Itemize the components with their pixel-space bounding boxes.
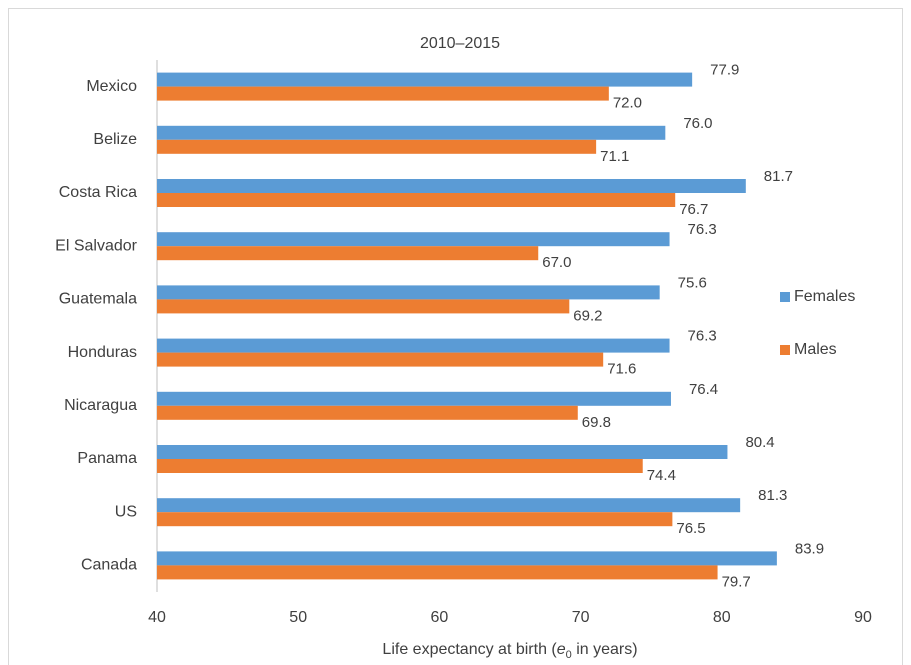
bar xyxy=(157,498,741,513)
legend-label: Males xyxy=(794,341,837,358)
y-tick-label: Mexico xyxy=(86,78,137,95)
data-label: 83.9 xyxy=(795,540,824,557)
x-tick-label: 40 xyxy=(148,609,166,626)
data-label: 76.4 xyxy=(689,381,718,398)
y-tick-label: Guatemala xyxy=(59,291,137,308)
bar xyxy=(157,125,666,140)
bar xyxy=(157,459,643,473)
bar xyxy=(157,405,578,420)
bar xyxy=(157,72,693,87)
data-label: 81.7 xyxy=(764,168,793,185)
bar xyxy=(157,246,539,261)
data-label: 69.2 xyxy=(573,307,602,324)
legend-label: Females xyxy=(794,288,855,305)
data-label: 76.7 xyxy=(679,201,708,218)
legend-swatch xyxy=(780,292,790,302)
data-label: 80.4 xyxy=(745,434,774,451)
data-label: 79.7 xyxy=(722,573,751,590)
data-label: 69.8 xyxy=(582,414,611,431)
y-tick-label: Honduras xyxy=(68,344,137,361)
y-tick-label: Panama xyxy=(77,450,137,467)
bar xyxy=(157,139,597,154)
data-label: 76.0 xyxy=(683,115,712,132)
x-axis-label: Life expectancy at birth (e0 in years) xyxy=(382,641,637,661)
bar xyxy=(157,512,673,527)
data-label: 74.4 xyxy=(647,467,676,484)
data-label: 75.6 xyxy=(678,274,707,291)
bar xyxy=(157,338,670,353)
bar xyxy=(157,86,609,101)
bar xyxy=(157,299,570,314)
y-tick-label: Costa Rica xyxy=(59,184,137,201)
bar xyxy=(157,285,660,300)
data-label: 76.3 xyxy=(688,221,717,238)
data-label: 77.9 xyxy=(710,62,739,79)
data-label: 81.3 xyxy=(758,487,787,504)
data-label: 72.0 xyxy=(613,95,642,112)
y-tick-label: US xyxy=(115,503,137,520)
data-label: 67.0 xyxy=(542,254,571,271)
x-tick-label: 70 xyxy=(572,609,590,626)
bar xyxy=(157,391,671,406)
x-tick-label: 60 xyxy=(431,609,449,626)
y-tick-label: El Salvador xyxy=(55,237,137,254)
data-label: 76.5 xyxy=(676,520,705,537)
x-tick-label: 50 xyxy=(289,609,307,626)
bar xyxy=(157,179,746,193)
legend-swatch xyxy=(780,345,790,355)
y-tick-label: Canada xyxy=(81,557,137,574)
bar xyxy=(157,232,670,247)
y-tick-label: Nicaragua xyxy=(64,397,137,414)
bar xyxy=(157,352,604,367)
bar xyxy=(157,193,676,207)
x-label-sub: 0 xyxy=(566,649,572,661)
x-tick-label: 80 xyxy=(713,609,731,626)
x-label-var: e xyxy=(557,641,566,658)
data-label: 71.1 xyxy=(600,148,629,165)
chart-title: 2010–2015 xyxy=(420,35,500,52)
x-tick-label: 90 xyxy=(854,609,872,626)
data-label: 76.3 xyxy=(688,328,717,345)
bar xyxy=(157,565,718,580)
x-label-part: Life expectancy at birth ( xyxy=(382,641,557,658)
x-label-part: in years) xyxy=(572,641,638,658)
bar xyxy=(157,551,777,566)
bar xyxy=(157,445,728,459)
data-label: 71.6 xyxy=(607,361,636,378)
y-tick-label: Belize xyxy=(93,131,137,148)
